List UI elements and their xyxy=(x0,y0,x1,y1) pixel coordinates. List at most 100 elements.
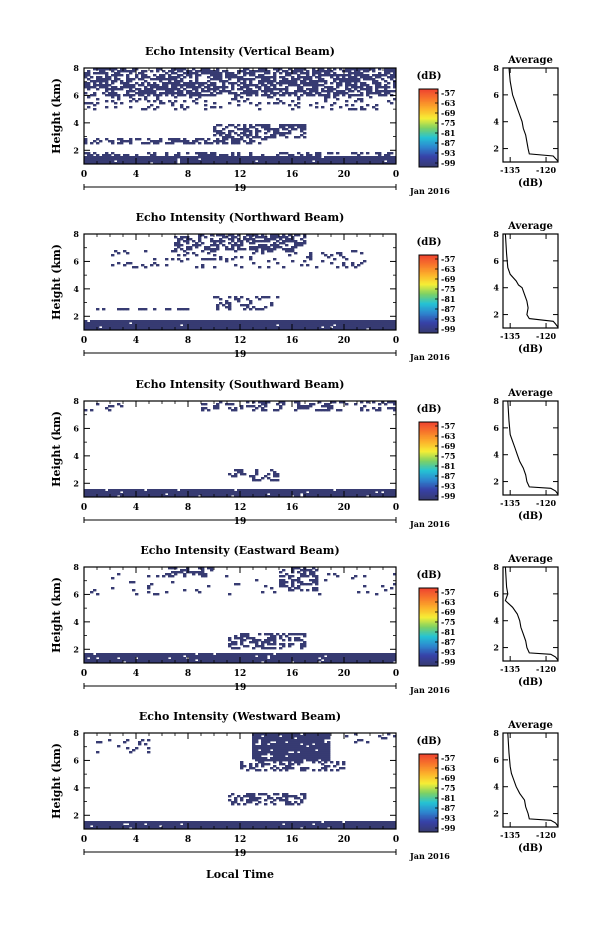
echo-cell xyxy=(177,308,180,310)
echo-cell xyxy=(264,633,267,635)
echo-cell xyxy=(114,86,117,88)
echo-cell xyxy=(129,581,132,583)
echo-cell xyxy=(276,102,279,104)
echo-cell xyxy=(225,90,228,92)
echo-cell xyxy=(99,76,102,78)
echo-cell xyxy=(186,653,189,655)
echo-cell xyxy=(324,653,327,655)
echo-cell xyxy=(102,154,105,156)
echo-cell xyxy=(255,84,258,86)
average-x-tick-label: -135 xyxy=(500,331,520,341)
echo-cell xyxy=(381,86,384,88)
echo-cell xyxy=(306,70,309,72)
average-y-tick-label: 2 xyxy=(493,477,499,487)
echo-cell xyxy=(153,653,156,655)
echo-cell xyxy=(264,124,267,126)
echo-cell xyxy=(108,84,111,86)
echo-cell xyxy=(246,653,249,655)
echo-cell xyxy=(204,320,207,322)
echo-cell xyxy=(309,154,312,156)
echo-cell xyxy=(180,569,183,571)
echo-cell xyxy=(363,320,366,322)
echo-cell xyxy=(171,156,174,158)
echo-cell xyxy=(288,154,291,156)
echo-cell xyxy=(318,653,321,655)
echo-cell xyxy=(309,76,312,78)
echo-cell xyxy=(288,238,291,240)
echo-cell xyxy=(240,469,243,471)
echo-cell xyxy=(351,152,354,154)
echo-cell xyxy=(183,138,186,140)
echo-cell xyxy=(123,154,126,156)
colorbar-tick-label: -99 xyxy=(441,158,456,168)
y-tick-label: 8 xyxy=(73,562,79,572)
echo-cell xyxy=(177,571,180,573)
echo-cell xyxy=(378,407,381,409)
echo-cell xyxy=(249,641,252,643)
echo-cell xyxy=(210,320,213,322)
echo-cell xyxy=(117,154,120,156)
echo-cell xyxy=(198,489,201,491)
echo-cell xyxy=(243,803,246,805)
echo-cell xyxy=(237,795,240,797)
echo-cell xyxy=(240,156,243,158)
echo-cell xyxy=(243,765,246,767)
echo-cell xyxy=(153,308,156,310)
echo-cell xyxy=(300,134,303,136)
echo-cell xyxy=(228,72,231,74)
echo-cell xyxy=(351,262,354,264)
echo-cell xyxy=(246,799,249,801)
echo-cell xyxy=(261,244,264,246)
echo-cell xyxy=(201,94,204,96)
echo-cell xyxy=(342,320,345,322)
echo-cell xyxy=(285,124,288,126)
echo-cell xyxy=(195,821,198,823)
x-tick-label: 0 xyxy=(393,503,399,513)
echo-cell xyxy=(360,98,363,100)
echo-cell xyxy=(270,587,273,589)
echo-cell xyxy=(258,793,261,795)
echo-cell xyxy=(129,821,132,823)
echo-cell xyxy=(156,76,159,78)
echo-cell xyxy=(345,78,348,80)
echo-cell xyxy=(156,489,159,491)
echo-cell xyxy=(240,128,243,130)
echo-cell xyxy=(321,320,324,322)
colorbar-tick-label: -93 xyxy=(441,314,456,324)
echo-cell xyxy=(324,156,327,158)
echo-cell xyxy=(390,653,393,655)
echo-cell xyxy=(147,152,150,154)
echo-cell xyxy=(219,72,222,74)
echo-cell xyxy=(135,88,138,90)
echo-cell xyxy=(150,140,153,142)
echo-cell xyxy=(147,100,150,102)
echo-cell xyxy=(252,306,255,308)
echo-cell xyxy=(117,821,120,823)
echo-cell xyxy=(183,82,186,84)
echo-cell xyxy=(231,489,234,491)
echo-cell xyxy=(351,577,354,579)
echo-cell xyxy=(168,573,171,575)
echo-cell xyxy=(207,585,210,587)
echo-cell xyxy=(297,633,300,635)
echo-cell xyxy=(156,575,159,577)
echo-cell xyxy=(210,106,213,108)
echo-cell xyxy=(330,653,333,655)
echo-cell xyxy=(210,244,213,246)
echo-cell xyxy=(216,821,219,823)
echo-cell xyxy=(96,659,99,661)
echo-cell xyxy=(177,254,180,256)
echo-cell xyxy=(315,320,318,322)
echo-cell xyxy=(231,136,234,138)
echo-cell xyxy=(288,653,291,655)
echo-cell xyxy=(222,304,225,306)
echo-cell xyxy=(237,128,240,130)
echo-cell xyxy=(375,104,378,106)
echo-cell xyxy=(219,302,222,304)
echo-cell xyxy=(150,104,153,106)
echo-cell xyxy=(237,94,240,96)
echo-cell xyxy=(192,72,195,74)
echo-cell xyxy=(177,74,180,76)
echo-cell xyxy=(240,653,243,655)
echo-cell xyxy=(258,156,261,158)
